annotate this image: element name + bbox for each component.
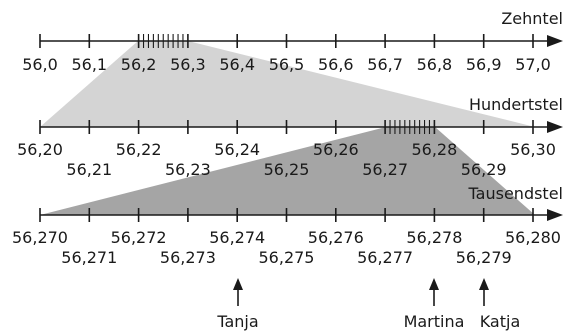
marker-martina: Martina <box>404 278 465 331</box>
zoom-funnel-hundredths <box>40 127 535 215</box>
axis-hundredths <box>40 121 563 133</box>
tick-label-tenths: 56,7 <box>367 55 403 74</box>
tick-label-thousandths: 56,276 <box>308 228 364 247</box>
tick-label-tenths: 57,0 <box>515 55 551 74</box>
tick-label-tenths: 56,2 <box>121 55 157 74</box>
tick-label-hundredths: 56,30 <box>510 140 556 159</box>
tick-marks <box>39 34 534 222</box>
tick-label-thousandths: 56,279 <box>456 248 512 267</box>
arrow-up-icon <box>479 278 489 290</box>
tick-label-hundredths: 56,27 <box>362 160 408 179</box>
arrowhead-tenths <box>547 35 563 47</box>
zoom-funnel-tenths <box>40 41 535 127</box>
marker-label-tanja: Tanja <box>216 312 258 331</box>
tick-label-tenths: 56,0 <box>22 55 58 74</box>
tick-label-hundredths: 56,21 <box>66 160 112 179</box>
scale-title-thousandths: Tausendstel <box>468 184 563 203</box>
tick-label-hundredths: 56,24 <box>214 140 260 159</box>
axis-thousandths <box>40 209 563 221</box>
tick-label-tenths: 56,8 <box>417 55 453 74</box>
tick-label-thousandths: 56,272 <box>111 228 167 247</box>
tick-label-tenths: 56,9 <box>466 55 502 74</box>
tick-label-thousandths: 56,274 <box>209 228 265 247</box>
marker-tanja: Tanja <box>216 278 259 331</box>
marker-label-katja: Katja <box>480 312 521 331</box>
tick-label-hundredths: 56,22 <box>116 140 162 159</box>
tick-label-thousandths: 56,278 <box>406 228 462 247</box>
arrowhead-hundredths <box>547 121 563 133</box>
tick-label-thousandths: 56,273 <box>160 248 216 267</box>
tick-label-hundredths: 56,29 <box>461 160 507 179</box>
tick-label-tenths: 56,6 <box>318 55 354 74</box>
tick-labels: 56,0 56,1 56,2 56,3 56,4 56,5 56,6 56,7 56,8 56,9… <box>12 55 561 267</box>
scale-title-hundredths: Hundertstel <box>469 95 563 114</box>
tick-label-thousandths: 56,277 <box>357 248 413 267</box>
tick-label-tenths: 56,3 <box>170 55 206 74</box>
marker-label-martina: Martina <box>404 312 465 331</box>
axis-tenths <box>40 35 563 47</box>
tick-label-hundredths: 56,28 <box>411 140 457 159</box>
arrowhead-thousandths <box>547 209 563 221</box>
scale-title-tenths: Zehntel <box>501 9 563 28</box>
tick-label-thousandths: 56,270 <box>12 228 68 247</box>
tick-label-hundredths: 56,23 <box>165 160 211 179</box>
tick-label-hundredths: 56,25 <box>264 160 310 179</box>
tick-label-tenths: 56,4 <box>219 55 255 74</box>
tick-label-tenths: 56,5 <box>269 55 305 74</box>
arrow-up-icon <box>429 278 439 290</box>
marker-katja: Katja <box>479 278 520 331</box>
arrow-up-icon <box>233 278 243 290</box>
tick-label-tenths: 56,1 <box>71 55 107 74</box>
tick-label-thousandths: 56,280 <box>505 228 561 247</box>
tick-label-hundredths: 56,26 <box>313 140 359 159</box>
tick-label-thousandths: 56,275 <box>259 248 315 267</box>
tick-label-thousandths: 56,271 <box>61 248 117 267</box>
tick-label-hundredths: 56,20 <box>17 140 63 159</box>
